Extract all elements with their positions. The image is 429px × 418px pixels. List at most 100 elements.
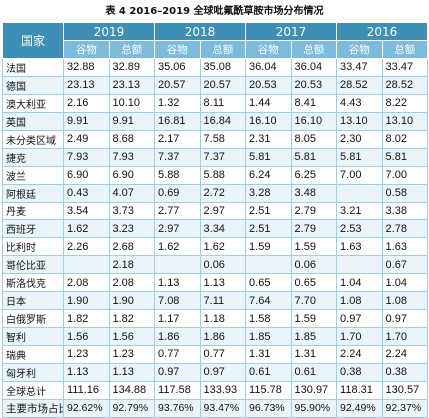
cereal-value-cell: 1.44 bbox=[245, 93, 292, 113]
cereal-value-cell: 96.73% bbox=[245, 398, 292, 418]
cereal-value-cell: 28.52 bbox=[336, 75, 383, 95]
total-value-cell: 2.08 bbox=[108, 273, 156, 293]
total-value-cell: 8.68 bbox=[108, 129, 156, 149]
cereal-value-cell: 2.77 bbox=[154, 201, 201, 221]
total-value-cell: 23.13 bbox=[108, 75, 156, 95]
cereal-value-cell bbox=[245, 255, 292, 275]
total-value-cell: 1.59 bbox=[290, 309, 338, 329]
country-cell: 比利时 bbox=[2, 237, 64, 257]
total-value-cell: 1.56 bbox=[108, 327, 156, 346]
country-cell: 法国 bbox=[2, 58, 64, 77]
total-value-cell: 6.25 bbox=[290, 165, 338, 185]
year-header-2018: 2018 bbox=[154, 22, 247, 41]
total-value-cell: 8.41 bbox=[290, 93, 338, 113]
cereal-value-cell: 2.49 bbox=[63, 129, 110, 149]
market-distribution-table: 国家 2019 2018 2017 2016 谷物 总额 谷物 总额 谷物 总额… bbox=[2, 22, 429, 418]
total-value-cell: 0.06 bbox=[199, 255, 247, 275]
total-value-cell: 130.97 bbox=[290, 380, 338, 400]
cereal-value-cell: 16.81 bbox=[154, 111, 201, 131]
table-row: 比利时 2.26 2.68 1.62 1.62 1.59 1.59 1.63 1.63 bbox=[2, 237, 429, 257]
table-row: 阿根廷 0.43 4.07 0.69 2.72 3.28 3.48 0.58 bbox=[2, 183, 429, 203]
country-cell: 英国 bbox=[2, 111, 64, 131]
cereal-value-cell bbox=[336, 183, 383, 203]
total-value-cell: 1.86 bbox=[199, 327, 247, 346]
cereal-value-cell: 92.49% bbox=[336, 398, 383, 418]
total-value-cell: 2.97 bbox=[199, 201, 247, 221]
table-caption: 表 4 2016–2019 全球吡氟酰草胺市场分布情况 bbox=[105, 6, 324, 17]
total-value-cell: 2.68 bbox=[108, 237, 156, 257]
country-cell: 白俄罗斯 bbox=[2, 309, 64, 329]
total-value-cell: 5.88 bbox=[199, 165, 247, 185]
cereal-value-cell: 36.04 bbox=[245, 58, 292, 77]
cereal-value-cell: 16.10 bbox=[245, 111, 292, 131]
cereal-value-cell: 9.91 bbox=[63, 111, 110, 131]
cereal-value-cell: 0.43 bbox=[63, 183, 110, 203]
total-value-cell: 1.82 bbox=[108, 309, 156, 329]
country-cell: 全球总计 bbox=[2, 380, 64, 400]
cereal-value-cell: 0.38 bbox=[336, 362, 383, 382]
cereal-value-cell: 7.64 bbox=[245, 291, 292, 311]
total-value-cell: 10.10 bbox=[108, 93, 156, 113]
total-value-cell: 0.61 bbox=[290, 362, 338, 382]
cereal-value-cell: 7.00 bbox=[336, 165, 383, 185]
cereal-value-cell: 2.24 bbox=[336, 345, 383, 364]
cereal-value-cell: 115.78 bbox=[245, 380, 292, 400]
total-value-cell: 2.18 bbox=[108, 255, 156, 275]
total-value-cell: 0.67 bbox=[381, 255, 429, 275]
country-cell: 智利 bbox=[2, 327, 64, 346]
cereal-value-cell bbox=[336, 255, 383, 275]
total-value-cell: 8.22 bbox=[381, 93, 429, 113]
cereal-value-cell: 2.17 bbox=[154, 129, 201, 149]
total-value-cell: 20.53 bbox=[290, 75, 338, 95]
cereal-value-cell: 2.08 bbox=[63, 273, 110, 293]
total-value-cell: 7.37 bbox=[199, 147, 247, 167]
sub-header-cereal: 谷物 bbox=[154, 40, 201, 59]
cereal-value-cell: 3.54 bbox=[63, 201, 110, 221]
country-column-header: 国家 bbox=[2, 22, 64, 59]
total-value-cell: 1.13 bbox=[108, 362, 156, 382]
cereal-value-cell: 1.70 bbox=[336, 327, 383, 346]
table-row: 英国 9.91 9.91 16.81 16.84 16.10 16.10 13.10 13.10 bbox=[2, 111, 429, 131]
cereal-value-cell: 1.08 bbox=[336, 291, 383, 311]
cereal-value-cell: 0.69 bbox=[154, 183, 201, 203]
total-value-cell: 1.63 bbox=[381, 237, 429, 257]
country-cell: 波兰 bbox=[2, 165, 64, 185]
cereal-value-cell bbox=[154, 255, 201, 275]
table-row: 瑞典 1.23 1.23 0.77 0.77 1.31 1.31 2.24 2.24 bbox=[2, 345, 429, 364]
total-value-cell: 1.08 bbox=[381, 291, 429, 311]
total-value-cell: 2.72 bbox=[199, 183, 247, 203]
total-value-cell: 9.91 bbox=[108, 111, 156, 131]
year-header-row: 国家 2019 2018 2017 2016 bbox=[2, 22, 429, 59]
total-value-cell: 5.81 bbox=[290, 147, 338, 167]
total-value-cell: 7.11 bbox=[199, 291, 247, 311]
table-row: 智利 1.56 1.56 1.86 1.86 1.85 1.85 1.70 1.70 bbox=[2, 327, 429, 346]
sub-header-cereal: 谷物 bbox=[63, 40, 110, 59]
cereal-value-cell: 92.62% bbox=[63, 398, 110, 418]
country-cell: 德国 bbox=[2, 75, 64, 95]
cereal-value-cell: 2.16 bbox=[63, 93, 110, 113]
table-row: 匈牙利 1.13 1.13 0.97 0.97 0.61 0.61 0.38 0.38 bbox=[2, 362, 429, 382]
cereal-value-cell: 7.93 bbox=[63, 147, 110, 167]
total-value-cell: 8.11 bbox=[199, 93, 247, 113]
total-value-cell: 4.07 bbox=[108, 183, 156, 203]
total-value-cell: 7.70 bbox=[290, 291, 338, 311]
total-value-cell: 1.13 bbox=[199, 273, 247, 293]
total-value-cell: 1.90 bbox=[108, 291, 156, 311]
total-value-cell: 1.62 bbox=[199, 237, 247, 257]
total-value-cell: 3.34 bbox=[199, 219, 247, 239]
total-value-cell: 20.57 bbox=[199, 75, 247, 95]
total-value-cell: 3.73 bbox=[108, 201, 156, 221]
cereal-value-cell: 0.97 bbox=[154, 362, 201, 382]
total-value-cell: 2.24 bbox=[381, 345, 429, 364]
country-cell: 哥伦比亚 bbox=[2, 255, 64, 275]
cereal-value-cell: 1.58 bbox=[245, 309, 292, 329]
cereal-value-cell: 6.24 bbox=[245, 165, 292, 185]
sub-header-total: 总额 bbox=[381, 40, 429, 59]
cereal-value-cell: 1.59 bbox=[245, 237, 292, 257]
table-row: 丹麦 3.54 3.73 2.77 2.97 2.51 2.79 3.21 3.38 bbox=[2, 201, 429, 221]
country-cell: 未分类区域 bbox=[2, 129, 64, 149]
cereal-value-cell: 1.13 bbox=[154, 273, 201, 293]
cereal-value-cell: 35.06 bbox=[154, 58, 201, 77]
total-value-cell: 1.70 bbox=[381, 327, 429, 346]
total-value-cell: 134.88 bbox=[108, 380, 156, 400]
